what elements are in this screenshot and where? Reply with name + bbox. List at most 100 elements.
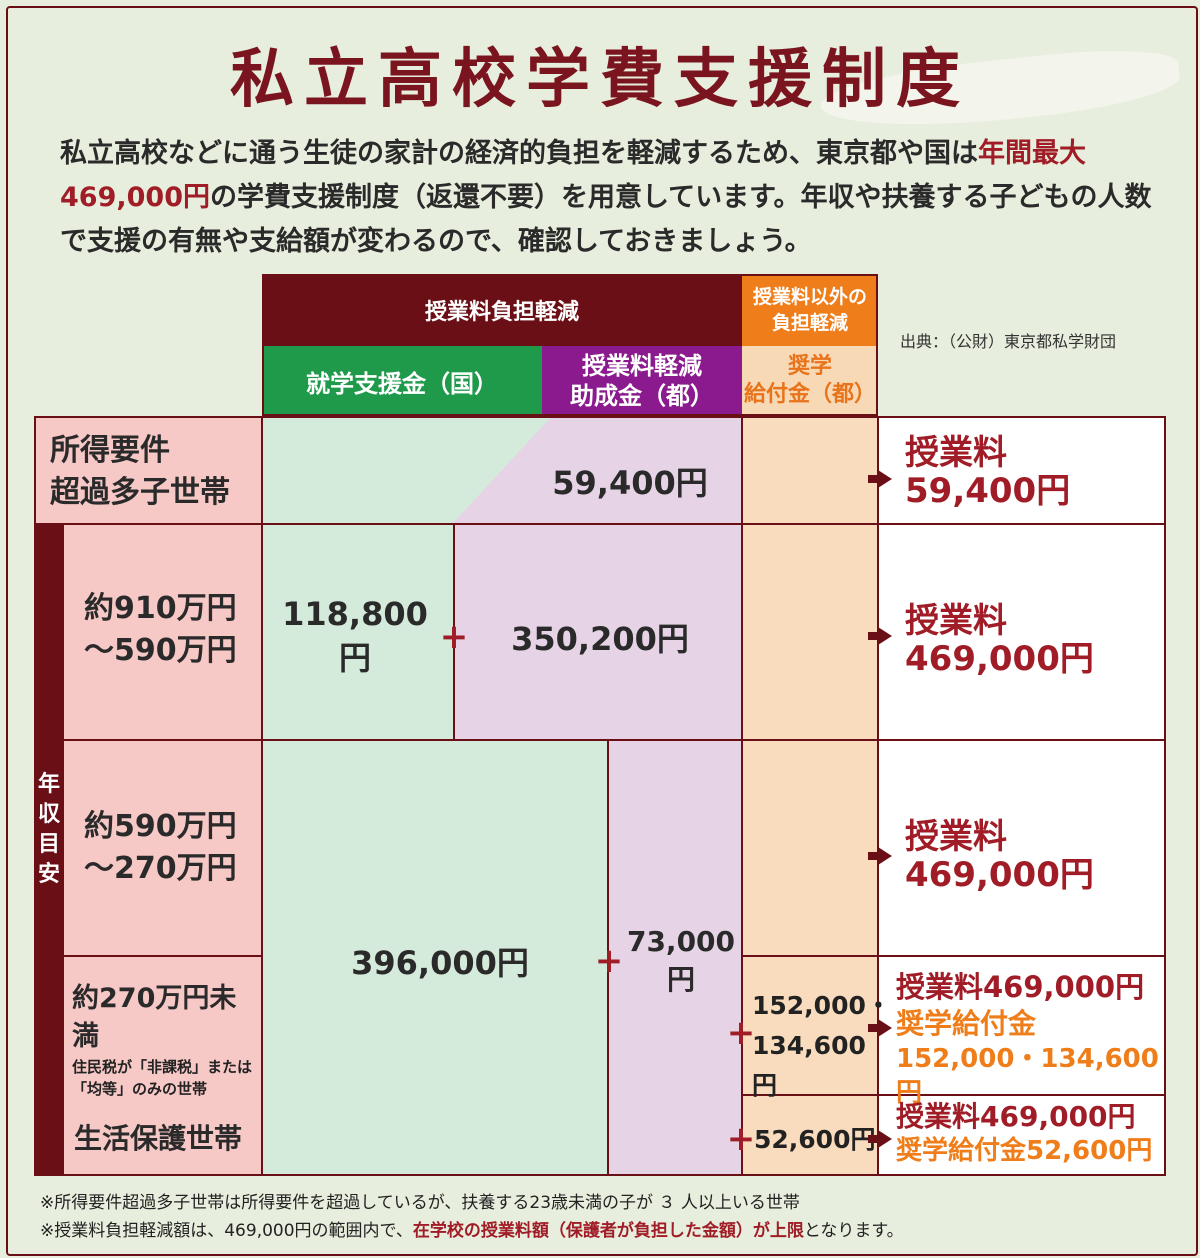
intro-text-2: の学費支援制度（返還不要）を用意しています。年収や扶養する子どもの人数で支援の有… [60,182,1152,257]
row1-national-amount: 118,800円 [282,595,428,677]
arrow-right-icon [868,470,892,488]
row2-label-line2: ～270万円 [84,851,237,886]
row1-metro-bg [454,524,742,740]
result-column-bg [878,416,1166,1176]
header-national-support: 就学支援金（国） [262,346,542,416]
row-divider-2b [262,739,1166,741]
arrow-right-icon [868,847,892,865]
row0-result-line1: 授業料 [905,433,1007,473]
row1-plus-sign: + [439,617,469,657]
arrow-right-icon [868,1019,892,1037]
shared-national-amount: 396,000円 [351,944,529,982]
row1-result: 授業料 469,000円 [905,602,1155,678]
row2-result-line2: 469,000円 [905,855,1094,895]
row3-result-line1: 授業料469,000円 [896,970,1145,1004]
header-metro-subsidy: 授業料軽減 助成金（都） [542,346,742,416]
shared-metro-amount: 73,000円 [626,924,736,996]
header-scholarship-line2: 給付金（都） [743,382,876,407]
footnote-2-a: ※授業料負担軽減額は、469,000円の範囲内で、 [40,1221,413,1241]
row1-metro-amount: 350,200円 [511,620,689,658]
row0-result: 授業料 59,400円 [905,434,1155,510]
row1-scholar-bg [742,524,878,740]
header-scholarship: 奨学 給付金（都） [742,346,878,416]
income-side-label: 年 収 目 安 [34,740,64,920]
table-outline [34,416,1166,1176]
row2-result-line1: 授業料 [905,817,1007,857]
income-side-bar [34,524,64,1176]
row0-metro-diagonal [452,416,742,524]
row-divider-4 [742,1094,1166,1096]
row4-label: 生活保護世帯 [74,1122,243,1155]
row3-label-sub1: 住民税が「非課税」または [72,1058,253,1076]
row3-result-line3: 152,000・134,600円 [896,1044,1159,1108]
row3-scholar-amount: 152,000・ 134,600円 [752,986,891,1106]
footnote-2-b: となります。 [803,1221,904,1241]
intro-paragraph: 私立高校などに通う生徒の家計の経済的負担を軽減するため、東京都や国は年間最大46… [60,132,1160,264]
row0-label: 所得要件 超過多子世帯 [50,430,260,514]
intro-highlight: 年間最大469,000円 [60,138,1086,213]
footnote-1: ※所得要件超過多子世帯は所得要件を超過しているが、扶養する23歳未満の子が ３ … [40,1193,800,1213]
intro-text-1: 私立高校などに通う生徒の家計の経済的負担を軽減するため、東京都や国は [60,138,978,169]
row1-national-bg [262,524,454,740]
row0-scholar-bg [742,416,878,524]
row3-scholar-line1: 152,000・ [752,991,891,1020]
row1-result-line1: 授業料 [905,601,1007,641]
row3-label-main: 約270万円未満 [72,983,237,1052]
side-char-2: 収 [37,802,60,827]
row0-amount: 59,400円 [552,464,708,502]
row4-result-line1: 授業料469,000円 [896,1100,1136,1133]
footnote-2-highlight: 在学校の授業料額（保護者が負担した金額）が上限 [412,1221,804,1241]
row4-scholar-amount: 52,600円 [754,1125,876,1154]
row3-result: 授業料469,000円 奨学給付金 152,000・134,600円 [896,968,1164,1110]
row1-label: 約910万円 ～590万円 [84,588,260,672]
row1-label-line1: 約910万円 [84,591,237,626]
row3-result-line2: 奨学給付金 [896,1007,1037,1040]
row1-result-line2: 469,000円 [905,639,1094,679]
rows-scholar-bg [742,740,878,1176]
page-title: 私立高校学費支援制度 [230,42,970,117]
header-metro-line2: 助成金（都） [570,382,714,410]
shared-national-bg [262,740,608,1176]
row2-label-line1: 約590万円 [84,809,237,844]
row-divider-1 [34,523,1166,525]
row2-result: 授業料 469,000円 [905,818,1155,894]
source-credit: 出典：（公財）東京都私学財団 [900,332,1117,351]
header-metro-line1: 授業料軽減 [582,352,702,380]
label-column-bg [34,416,262,1176]
row0-result-line2: 59,400円 [905,471,1071,511]
col-divider-scholar [741,416,743,1176]
row3-label: 約270万円未満 住民税が「非課税」または 「均等」のみの世帯 [72,980,262,1100]
header-outline [262,274,878,416]
row4-plus-sign: + [726,1119,756,1159]
row0-label-line2: 超過多子世帯 [50,475,230,510]
row-divider-2a [64,739,262,741]
header-scholarship-line1: 奨学 [787,354,832,379]
shared-plus-sign: + [594,941,624,981]
side-char-4: 安 [37,862,60,887]
row2-label: 約590万円 ～270万円 [84,806,260,890]
header-other-burden-line2: 負担軽減 [771,312,848,334]
col-divider-label [261,416,263,1176]
header-tuition-burden: 授業料負担軽減 [262,274,742,346]
row4-result-line2: 奨学給付金52,600円 [896,1136,1153,1166]
row4-result: 授業料469,000円 奨学給付金52,600円 [896,1100,1164,1168]
header-other-burden-line1: 授業料以外の [752,286,867,308]
row3-scholar-line2: 134,600円 [752,1031,866,1100]
row-divider-3a [64,955,262,957]
row-divider-3b [742,955,1166,957]
arrow-right-icon [868,1130,892,1148]
row3-plus-sign: + [726,1013,756,1053]
side-char-3: 目 [37,832,60,857]
shared-metro-bg [608,740,742,1176]
row3-label-sub2: 「均等」のみの世帯 [72,1080,208,1098]
footnote-2: ※授業料負担軽減額は、469,000円の範囲内で、在学校の授業料額（保護者が負担… [40,1216,1180,1241]
arrow-right-icon [868,627,892,645]
row1-label-line2: ～590万円 [84,633,237,668]
header-other-burden: 授業料以外の 負担軽減 [742,274,878,346]
row0-metro-shape [452,416,742,524]
col-divider-result [877,416,879,1176]
row0-label-line1: 所得要件 [50,433,170,468]
col-divider-row1 [453,524,455,740]
side-char-1: 年 [37,772,60,797]
col-divider-shared [607,740,609,1176]
